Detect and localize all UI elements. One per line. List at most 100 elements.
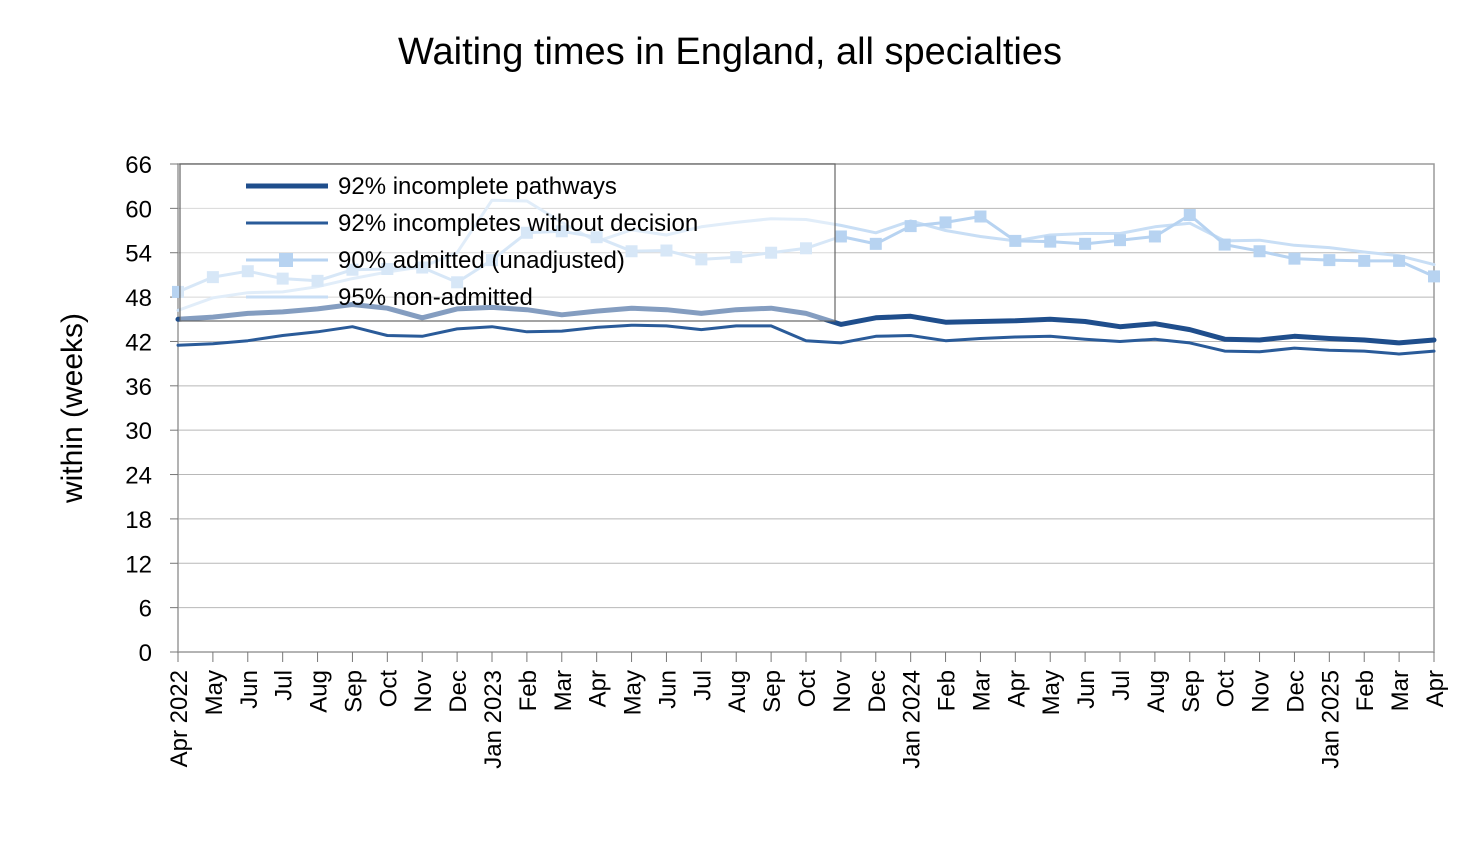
data-point-marker [765,246,778,259]
x-tick-label: Jul [689,670,716,701]
y-tick-label: 12 [125,551,152,578]
data-point-marker [590,231,603,244]
data-point-marker [1009,234,1022,247]
legend-label: 92% incomplete pathways [338,173,617,200]
x-tick-label: Feb [515,670,542,711]
data-point-marker [1079,237,1092,250]
x-tick-label: Mar [550,670,577,711]
x-tick-label: Oct [375,670,402,708]
data-point-marker [520,226,533,239]
data-point-marker [904,220,917,233]
y-tick-label: 18 [125,507,152,534]
chart-title: Waiting times in England, all specialtie… [398,31,1062,73]
y-tick-label: 36 [125,374,152,401]
y-tick-label: 60 [125,196,152,223]
x-tick-label: Sep [340,670,367,713]
legend-marker [279,253,293,267]
legend-label: 95% non-admitted [338,284,533,311]
data-point-marker [276,272,289,285]
legend-label: 90% admitted (unadjusted) [338,247,625,274]
data-point-marker [869,237,882,250]
data-point-marker [625,245,638,258]
data-point-marker [1288,252,1301,265]
data-point-marker [311,274,324,287]
y-axis-title: within (weeks) [56,313,89,504]
x-tick-label: Nov [829,670,856,713]
data-point-marker [486,254,498,267]
x-tick-label: Jan 2025 [1317,670,1344,769]
data-point-marker [346,263,359,276]
data-point-marker [1148,230,1161,243]
data-point-marker [1358,254,1371,267]
x-tick-label: Dec [445,670,472,713]
x-tick-label: Mar [1387,670,1414,711]
x-tick-label: Dec [864,670,891,713]
data-point-marker [1428,270,1440,283]
x-tick-label: Feb [934,670,961,711]
y-tick-label: 30 [125,418,152,445]
legend: 92% incomplete pathways 92% incompletes w… [179,163,836,322]
x-tick-label: Jun [654,670,681,709]
data-point-marker [241,265,254,278]
x-tick-label: Oct [1213,670,1240,708]
series-line [175,302,1437,346]
data-point-marker [1218,238,1231,251]
x-tick-label: Mar [968,670,995,711]
x-tick-label: Jan 2024 [899,670,926,769]
x-tick-label: Nov [410,670,437,713]
data-point-marker [381,262,394,275]
x-tick-label: Apr [1003,670,1030,707]
data-point-marker [695,253,708,266]
data-point-marker [1183,209,1196,222]
y-tick-label: 6 [139,596,152,623]
data-point-marker [939,216,952,229]
x-tick-label: May [620,670,647,715]
x-axis-ticks: Apr 2022 May Jun Jul Aug Sep Oct Nov Dec Jan 2023… [166,652,1449,769]
series-line [176,323,1436,356]
data-point-marker [172,285,184,298]
legend-label: 92% incompletes without decision [338,210,698,237]
data-point-marker [1114,234,1126,247]
x-tick-label: Dec [1282,670,1309,713]
data-point-marker [974,210,987,223]
data-point-marker [660,244,673,257]
x-tick-label: Jun [236,670,263,709]
data-point-marker [206,271,219,284]
x-tick-label: Jan 2023 [480,670,507,769]
x-tick-label: Aug [724,670,751,713]
y-tick-label: 54 [125,241,152,268]
series-group [172,198,1440,356]
x-tick-label: Jul [1108,670,1135,701]
data-point-marker [1253,245,1266,258]
data-point-marker [1323,254,1336,267]
y-tick-label: 66 [125,152,152,179]
x-tick-label: Oct [794,670,821,708]
data-point-marker [834,230,847,243]
x-tick-label: Apr [1422,670,1449,707]
data-point-marker [451,276,464,289]
legend-box [179,163,836,322]
y-tick-label: 48 [125,285,152,312]
data-point-marker [416,261,429,274]
data-point-marker [1044,235,1057,248]
y-tick-label: 24 [125,463,152,490]
x-tick-label: May [1038,670,1065,715]
x-tick-label: Sep [759,670,786,713]
data-point-marker [555,225,568,238]
x-tick-label: Nov [1248,670,1275,713]
x-tick-label: May [201,670,228,715]
y-axis-ticks: 0 6 12 18 24 30 36 42 48 54 60 66 [125,152,178,667]
x-tick-label: Feb [1352,670,1379,711]
data-point-marker [1393,254,1406,267]
x-tick-label: Jun [1073,670,1100,709]
x-tick-label: Apr [585,670,612,707]
x-tick-label: Jul [271,670,298,701]
x-tick-label: Aug [1143,670,1170,713]
x-tick-label: Apr 2022 [166,670,193,767]
x-tick-label: Aug [306,670,333,713]
y-tick-label: 42 [125,329,152,356]
y-tick-label: 0 [139,640,152,667]
x-tick-label: Sep [1178,670,1205,713]
data-point-marker [800,242,812,255]
